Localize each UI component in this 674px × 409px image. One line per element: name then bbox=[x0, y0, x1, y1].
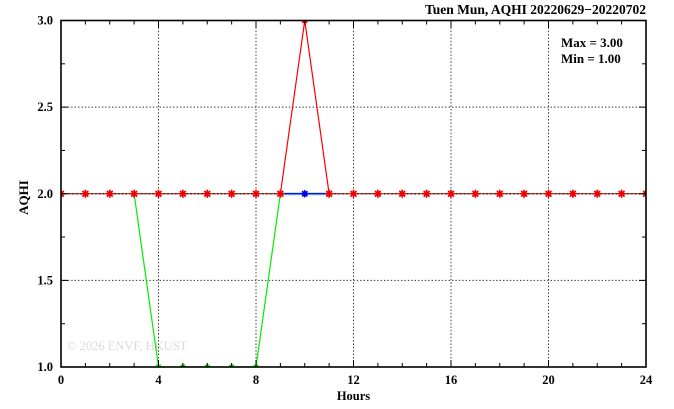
svg-text:2.0: 2.0 bbox=[37, 187, 53, 201]
svg-text:1.0: 1.0 bbox=[37, 360, 53, 374]
svg-text:12: 12 bbox=[347, 373, 360, 387]
svg-text:Hours: Hours bbox=[337, 389, 370, 403]
svg-text:0: 0 bbox=[58, 373, 64, 387]
svg-text:1.5: 1.5 bbox=[37, 273, 53, 287]
svg-text:Max = 3.00: Max = 3.00 bbox=[561, 35, 623, 50]
svg-text:20: 20 bbox=[542, 373, 555, 387]
svg-text:Min = 1.00: Min = 1.00 bbox=[561, 51, 621, 66]
svg-text:8: 8 bbox=[253, 373, 259, 387]
svg-text:16: 16 bbox=[445, 373, 458, 387]
svg-text:AQHI: AQHI bbox=[16, 180, 31, 215]
svg-text:© 2026 ENVF, HKUST: © 2026 ENVF, HKUST bbox=[67, 339, 188, 353]
svg-text:2.5: 2.5 bbox=[37, 100, 53, 114]
svg-text:Tuen Mun, AQHI 20220629−202207: Tuen Mun, AQHI 20220629−20220702 bbox=[425, 2, 646, 17]
svg-text:3.0: 3.0 bbox=[37, 14, 53, 28]
svg-text:4: 4 bbox=[155, 373, 162, 387]
svg-text:24: 24 bbox=[640, 373, 653, 387]
